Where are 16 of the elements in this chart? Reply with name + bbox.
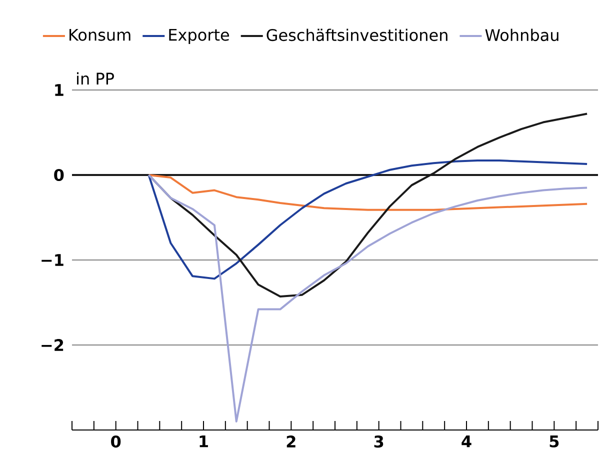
legend-label: Wohnbau [485,28,558,42]
y-tick-label: 1 [55,84,64,96]
legend-label: Konsum [70,28,130,41]
x-tick-label: 4 [462,436,472,448]
legend-label: Geschäftsinvestitionen [266,28,448,42]
x-tick-label: 5 [550,436,559,448]
y-axis-title: in PP [77,72,114,84]
x-tick-label: 3 [374,436,384,448]
line-series [148,174,588,422]
y-tick-label: −1 [42,254,64,266]
y-tick-label: −2 [42,339,64,351]
legend-label: Exporte [169,28,230,44]
x-tick-label: 0 [111,436,121,448]
x-tick-label: 1 [200,436,208,448]
y-tick-label: 0 [54,168,64,182]
x-tick-label: 2 [286,436,296,448]
